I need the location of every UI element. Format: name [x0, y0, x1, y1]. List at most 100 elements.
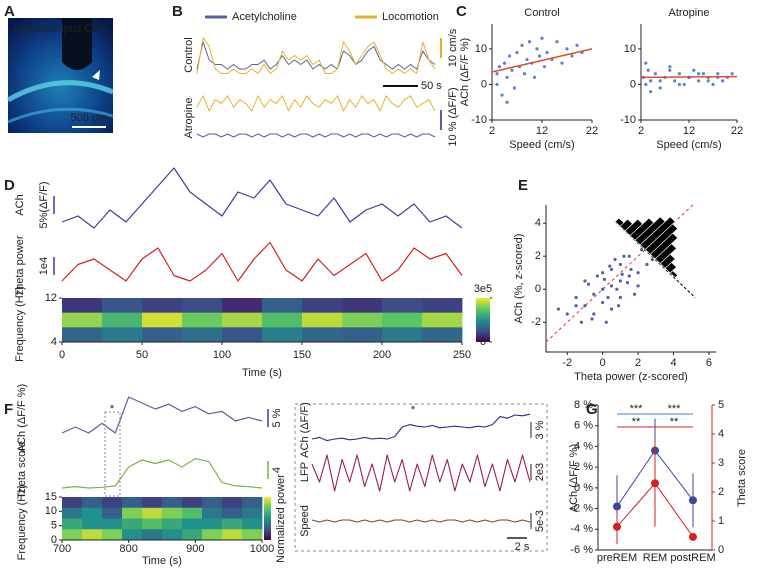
point: [592, 312, 596, 316]
y-tick-label: -4 %: [570, 523, 593, 535]
point: [618, 279, 622, 283]
point: [595, 274, 599, 278]
fit-line: [491, 48, 593, 73]
heat-cell: [262, 298, 303, 314]
y-tick-label: 0: [630, 78, 636, 90]
point: [606, 295, 610, 300]
heat-cell: [222, 529, 243, 541]
x-axis-label: Time (s): [142, 555, 182, 567]
significance-label: ***: [668, 403, 682, 415]
point: [579, 320, 584, 324]
point: [653, 72, 658, 76]
point: [510, 68, 514, 72]
x-tick-label: 12: [683, 125, 695, 137]
point: [608, 264, 612, 268]
y-tick-label: 8 %: [574, 399, 593, 411]
hist-bar: [644, 223, 679, 255]
point: [545, 50, 549, 55]
heat-cell: [342, 327, 383, 343]
heat-cell: [82, 518, 103, 530]
y2-tick-label: 2: [718, 486, 724, 498]
series-label: ACh (ΔF/F %): [16, 384, 28, 452]
point: [649, 79, 653, 83]
point: [574, 295, 578, 300]
heat-cell: [142, 497, 163, 509]
heat-cell: [182, 497, 203, 509]
chart-title: Atropine: [669, 7, 710, 19]
point: [604, 320, 608, 324]
point: [629, 267, 633, 272]
panel-letter: C: [456, 3, 467, 20]
point: [640, 247, 644, 252]
x-tick-label: 0: [600, 357, 606, 369]
point: [609, 267, 614, 272]
point: [495, 82, 499, 87]
heat-cell: [102, 298, 143, 314]
point: [601, 287, 605, 291]
x-tick-label: 150: [293, 349, 311, 361]
trace: [61, 167, 463, 229]
x-tick-label: 2: [635, 357, 641, 369]
point: [668, 65, 672, 69]
series-label: LFP: [299, 462, 311, 482]
x-axis-label: Time (s): [242, 367, 282, 379]
heat-cell: [82, 507, 103, 519]
scale-label: 4: [271, 467, 283, 473]
point: [658, 86, 662, 90]
y2-tick-label: 4: [718, 428, 724, 440]
x-tick-label: postREM: [670, 552, 715, 564]
heat-cell: [222, 327, 263, 343]
colorbar-label: 0: [480, 336, 486, 348]
y2-tick-label: 3: [718, 457, 724, 469]
y-axis-label: ACh (ΔF/F %): [459, 38, 471, 106]
heat-cell: [222, 312, 263, 328]
heat-cell: [302, 312, 343, 328]
point: [697, 72, 701, 76]
point: [505, 75, 509, 79]
point: [613, 257, 617, 262]
point: [601, 300, 605, 305]
cell-layer: [6, 80, 114, 103]
heat-cell: [142, 298, 183, 314]
heat-cell: [102, 507, 123, 519]
x-axis-label: Theta power (z-scored): [574, 371, 688, 383]
mean-dot: [689, 532, 697, 541]
point: [586, 282, 591, 286]
cell-layer: [7, 107, 114, 124]
point: [560, 61, 564, 65]
heat-cell: [122, 518, 143, 530]
x-tick-label: preREM: [597, 552, 637, 564]
x-tick-label: 12: [536, 125, 548, 137]
y2-tick-label: 5: [718, 399, 724, 411]
trace: [311, 454, 531, 492]
mean-dot: [613, 522, 621, 531]
mean-dot: [689, 496, 697, 505]
point: [500, 93, 504, 97]
y-tick-label: 4: [535, 217, 541, 229]
trace: [311, 413, 531, 442]
point: [502, 61, 507, 65]
point: [618, 295, 622, 300]
heat-cell: [162, 507, 183, 519]
point: [497, 65, 502, 69]
y-axis-label: ACh (ΔF/F %): [568, 444, 580, 512]
colorbar-label: 3e5: [474, 283, 492, 295]
point: [716, 72, 720, 76]
x-tick-label: 1000: [250, 543, 274, 555]
point: [668, 68, 672, 72]
point: [622, 254, 626, 258]
inset-box: [294, 403, 548, 552]
point: [625, 281, 630, 285]
x-tick-label: 0: [59, 349, 65, 361]
colorbar: [476, 298, 490, 342]
heat-cell: [102, 327, 143, 343]
trace: [196, 133, 436, 138]
y2-axis-label: Theta score: [736, 449, 748, 507]
point: [574, 304, 578, 308]
heat-cell: [102, 312, 143, 328]
legend-label: Acetylcholine: [232, 11, 297, 23]
colorbar-label: Normalized power: [275, 474, 287, 563]
point: [677, 72, 682, 76]
scale-label: 3 %: [534, 420, 546, 439]
axis: [640, 24, 737, 121]
